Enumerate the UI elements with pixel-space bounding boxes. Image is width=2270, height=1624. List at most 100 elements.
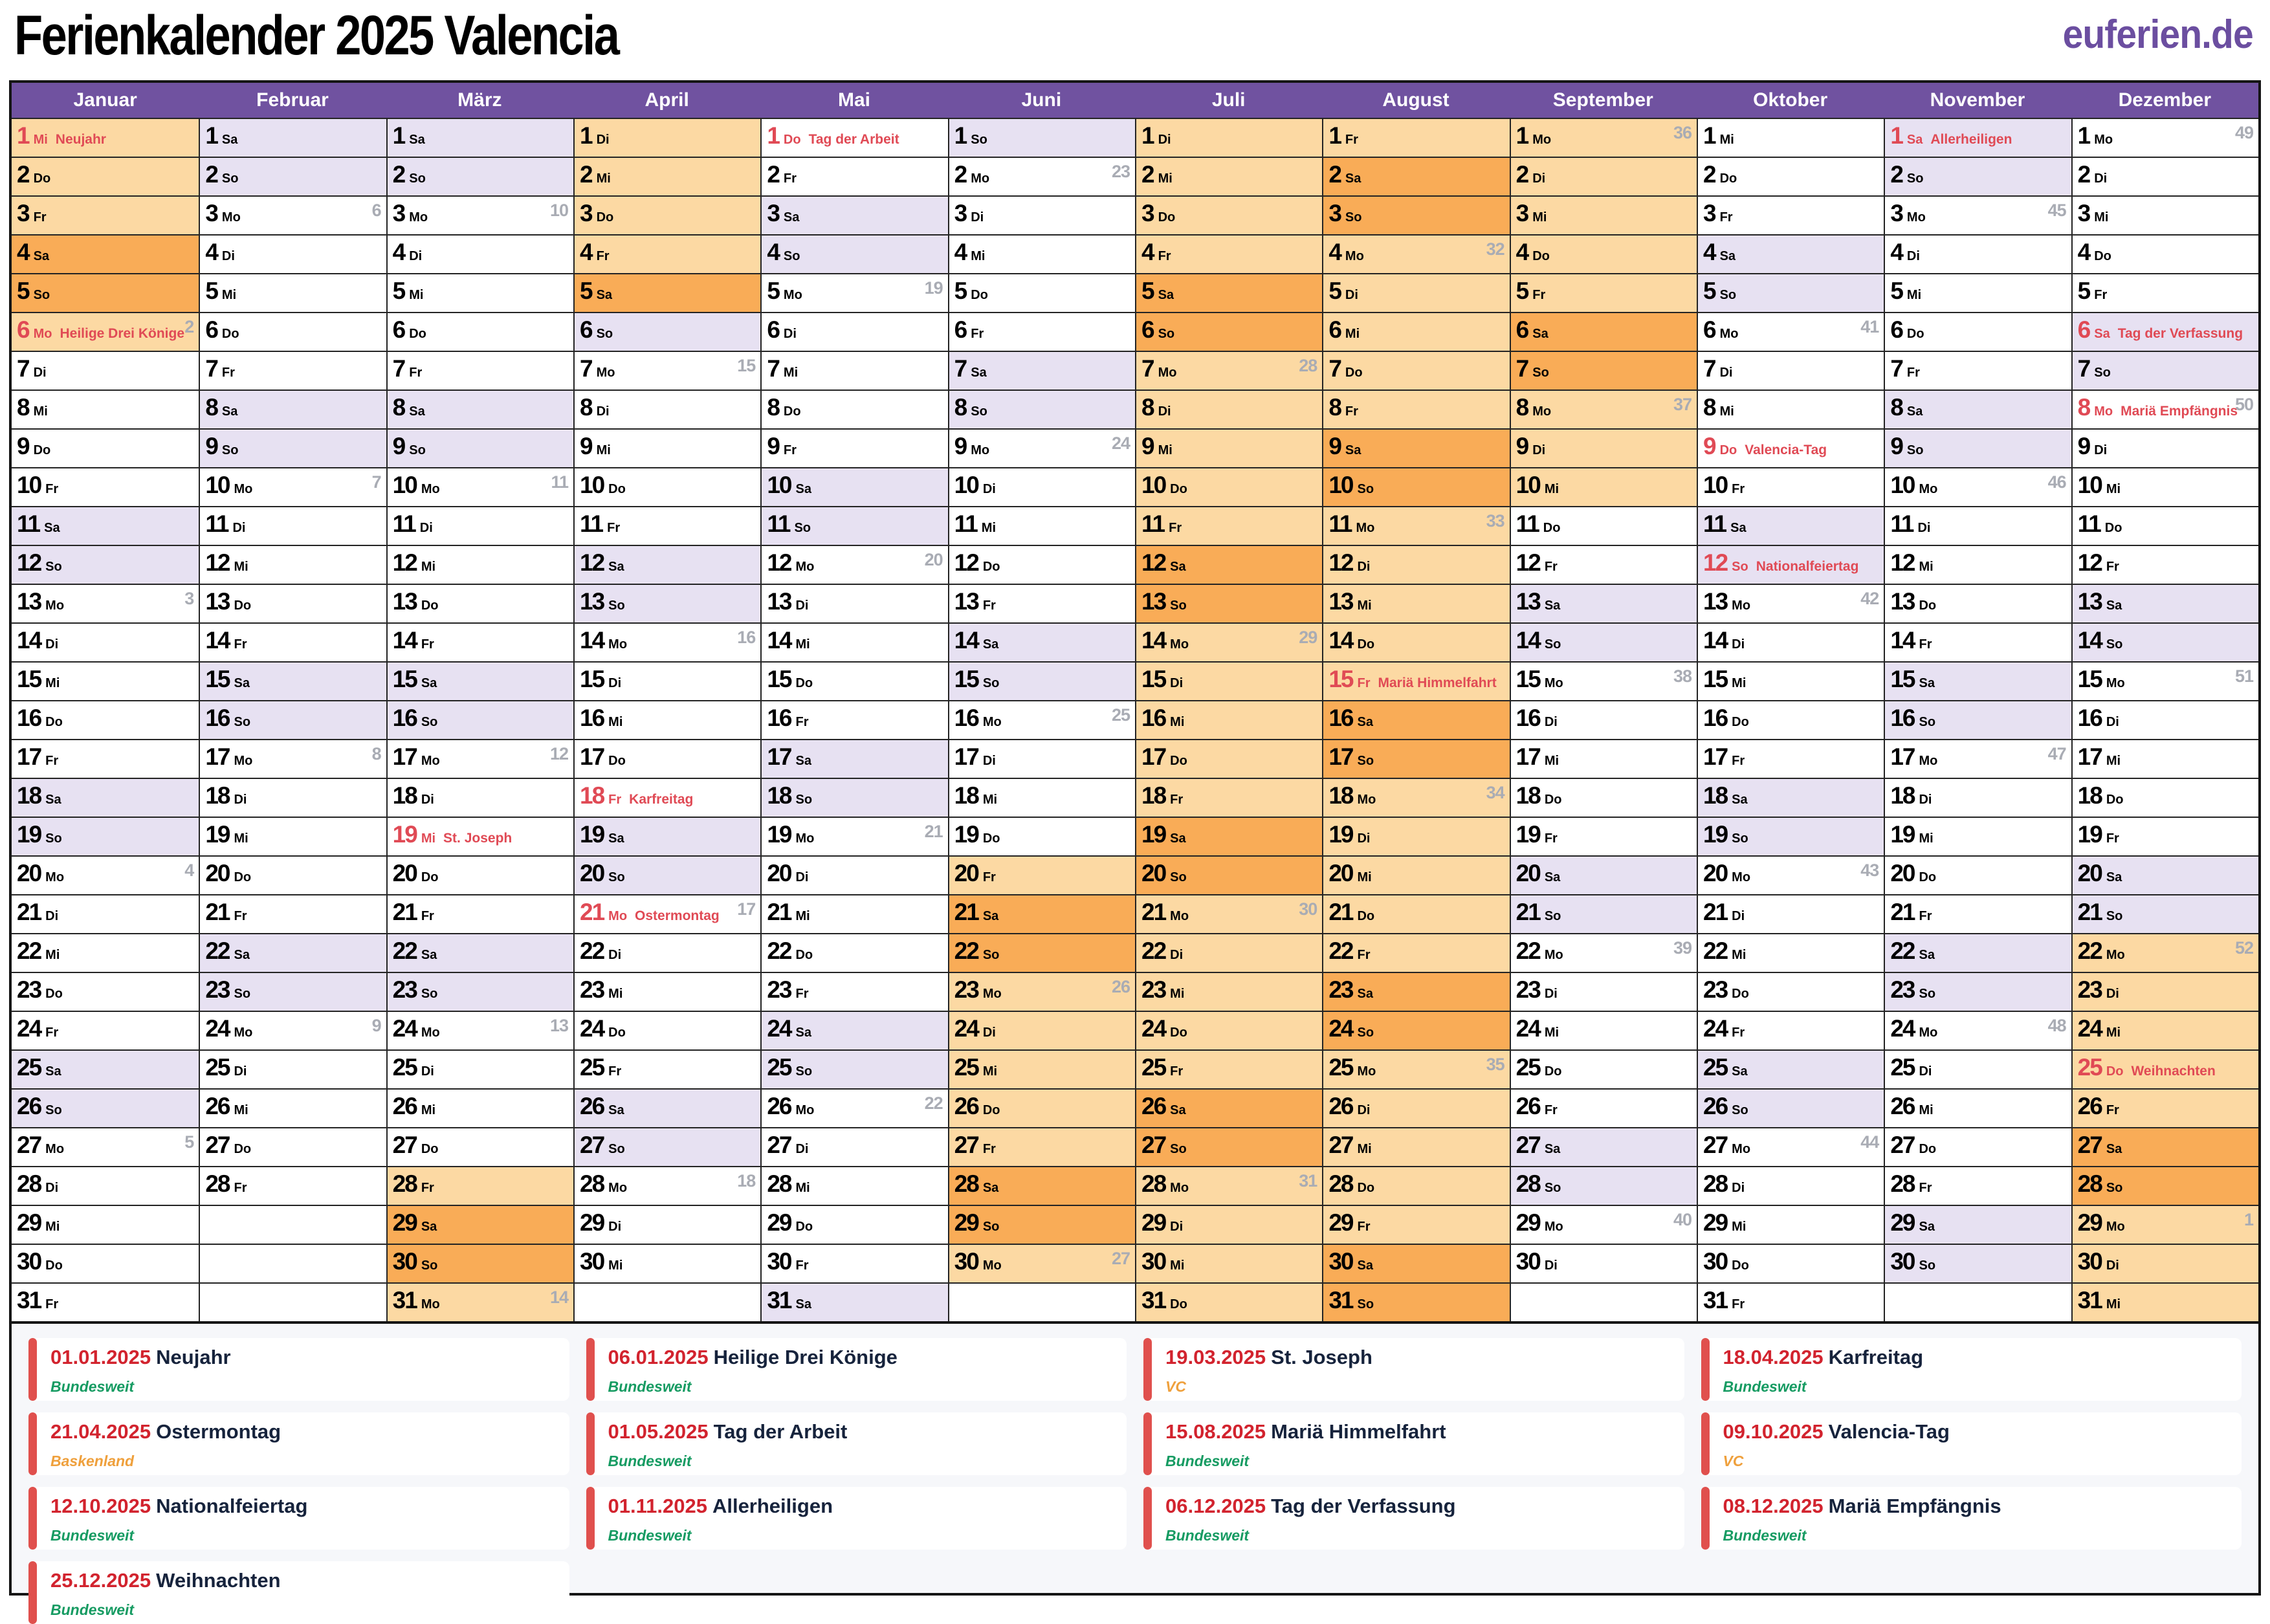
weekday-abbr: Sa [795,482,811,496]
day-number: 30 [392,1248,418,1275]
day-number: 7 [17,355,30,382]
day-cell: 28 So [2071,1166,2258,1205]
day-number: 26 [17,1093,42,1119]
day-number: 1 [767,122,780,149]
day-number: 17 [954,743,980,770]
day-cell: 18 Sa [1697,778,1884,817]
weekday-abbr: Fr [596,249,610,263]
day-cell: 25 Do Weihnachten [2071,1049,2258,1088]
weekday-abbr: Di [2094,443,2108,457]
day-number: 1 [1328,122,1342,149]
week-number: 38 [1673,666,1692,686]
legend-date: 19.03.2025 [1165,1346,1266,1368]
day-cell: 27 Mo 44 [1697,1127,1884,1166]
weekday-abbr: Mo [1732,1142,1751,1156]
day-number: 24 [954,1015,980,1042]
day-cell: 7 So [2071,351,2258,390]
week-number: 34 [1486,783,1505,802]
weekday-abbr: Mi [45,1220,60,1234]
day-cell: 11 Fr [1135,506,1323,545]
week-number: 2 [184,317,194,336]
day-cell: 4 Do [1509,234,1697,273]
weekday-abbr: Sa [1345,171,1361,186]
site-logo[interactable]: euferien.de [2062,12,2254,57]
day-cell: 29 Fr [1322,1205,1510,1244]
weekday-abbr: Di [608,1220,622,1234]
day-number: 28 [580,1170,605,1197]
day-number: 30 [1703,1248,1728,1275]
day-cell: 21 Fr [1884,894,2071,933]
day-cell: 11 Di [1884,506,2071,545]
day-cell: 18 Mo 34 [1322,778,1510,817]
day-number: 19 [392,821,418,848]
day-number: 3 [1515,200,1530,226]
weekday-abbr: Fr [221,366,235,380]
weekday-abbr: Mi [1544,754,1559,768]
day-number: 20 [954,860,980,886]
day-cell: 15 Mo 51 [2071,661,2258,700]
day-cell: 22 Sa [1884,933,2071,972]
day-number: 12 [1328,549,1354,576]
weekday-abbr: Di [1544,987,1558,1001]
legend-item: 08.12.2025 Mariä Empfängnis Bundesweit [1701,1487,2242,1550]
weekday-abbr: So [2106,1181,2123,1195]
legend-item: 09.10.2025 Valencia-Tag VC [1701,1412,2242,1475]
weekday-abbr: Fr [982,870,996,884]
day-cell: 13 Do [386,584,573,622]
day-number: 23 [1890,976,1915,1003]
weekday-abbr: Do [1732,715,1749,729]
day-number: 15 [580,666,605,692]
day-number: 19 [2077,821,2103,848]
weekday-abbr: Di [596,404,610,419]
day-number: 13 [17,588,42,615]
weekday-abbr: Sa [608,1103,624,1117]
weekday-abbr: Mo [1345,249,1364,263]
legend-holiday-name: Tag der Arbeit [713,1420,848,1443]
day-number: 5 [17,278,30,304]
day-cell: 24 Mi [2071,1011,2258,1049]
day-number: 24 [1141,1015,1167,1042]
weekday-abbr: Di [2106,987,2119,1001]
legend-item-title: 08.12.2025 Mariä Empfängnis [1723,1495,2231,1518]
weekday-abbr: Di [1357,831,1371,846]
day-cell: 11 Mo 33 [1322,506,1510,545]
day-number: 2 [1890,161,1904,188]
day-cell: 3 Do [1135,195,1323,234]
day-number: 17 [580,743,605,770]
week-number: 14 [549,1288,569,1307]
month-header: Dezember [2071,83,2258,118]
weekday-abbr: Sa [1919,1220,1935,1234]
day-cell: 15 Do [760,661,948,700]
week-number: 47 [2047,744,2067,763]
weekday-abbr: Di [982,1026,996,1040]
week-number: 32 [1486,239,1505,259]
weekday-abbr: Mi [2106,482,2121,496]
day-number: 3 [767,200,780,226]
weekday-abbr: Mi [421,831,436,846]
day-number: 8 [1141,394,1155,421]
day-number: 18 [1328,782,1354,809]
weekday-abbr: Mi [45,676,60,690]
day-cell: 25 Sa [1697,1049,1884,1088]
day-number: 20 [392,860,418,886]
weekday-abbr: Mo [971,443,990,457]
weekday-abbr: Sa [1719,249,1736,263]
weekday-abbr: So [2106,909,2123,923]
day-number: 1 [954,122,968,149]
day-number: 11 [205,510,229,537]
day-number: 21 [954,899,980,925]
weekday-abbr: Mi [982,793,998,807]
weekday-abbr: Di [971,210,984,225]
day-number: 25 [392,1054,418,1081]
weekday-abbr: Do [1170,1297,1187,1311]
day-number: 14 [580,627,605,653]
weekday-abbr: Mi [1544,1026,1559,1040]
weekday-abbr: Mo [2094,133,2113,147]
day-cell: 6 Do [1884,312,2071,351]
day-cell: 24 Mo 13 [386,1011,573,1049]
day-cell: 2 Mi [573,157,761,195]
weekday-abbr: Mi [1732,676,1747,690]
legend-holiday-name: St. Joseph [1271,1346,1372,1368]
week-number: 22 [924,1093,943,1113]
day-cell: 3 Mo 6 [199,195,386,234]
